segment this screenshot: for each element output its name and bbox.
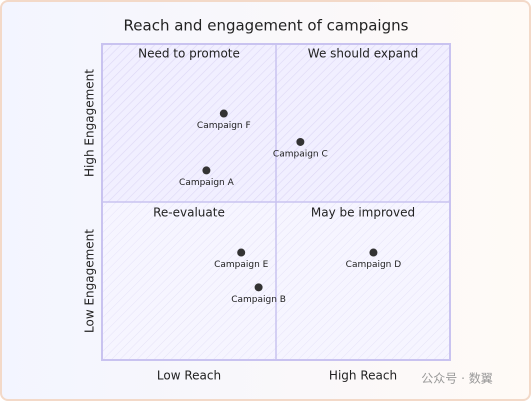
watermark: 公众号 · 数翼 xyxy=(421,371,492,386)
point xyxy=(296,137,305,146)
point-label: Campaign A xyxy=(179,178,235,188)
point-label: Campaign C xyxy=(273,149,328,159)
point xyxy=(202,166,211,175)
point-label: Campaign D xyxy=(346,260,402,270)
point-label: Campaign F xyxy=(197,121,251,131)
y-axis-label: High Engagement xyxy=(83,69,97,177)
point-label: Campaign E xyxy=(214,260,269,270)
quadrant-bg xyxy=(102,202,276,360)
quadrant-label: We should expand xyxy=(308,47,418,61)
x-axis-label: High Reach xyxy=(329,369,397,383)
chart-title: Reach and engagement of campaigns xyxy=(124,17,409,35)
point xyxy=(237,248,246,257)
point xyxy=(254,283,263,292)
point xyxy=(369,248,378,257)
quadrant-label: Re-evaluate xyxy=(153,206,225,220)
quadrant-bg xyxy=(102,44,276,202)
point-label: Campaign B xyxy=(231,295,286,305)
y-axis-label: Low Engagement xyxy=(83,229,97,333)
quadrant-label: May be improved xyxy=(311,206,415,220)
quadrant-label: Need to promote xyxy=(138,47,240,61)
chart: Reach and engagement of campaigns Need t… xyxy=(83,17,493,386)
quadrant-bg xyxy=(276,202,450,360)
x-axis-label: Low Reach xyxy=(157,369,221,383)
point xyxy=(219,109,228,118)
quadrant-bg xyxy=(276,44,450,202)
